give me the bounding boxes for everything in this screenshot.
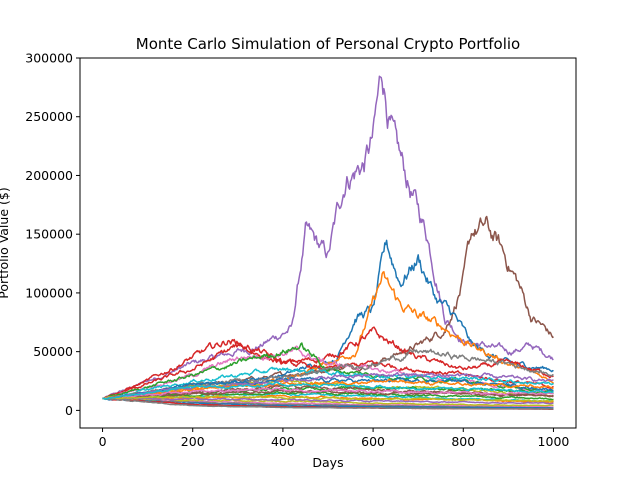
x-tick-label: 600 bbox=[361, 434, 385, 449]
plot-frame bbox=[79, 57, 577, 429]
x-axis-label: Days bbox=[312, 455, 343, 470]
x-axis-ticks: 0 200 400 600 800 1000 bbox=[99, 428, 570, 449]
y-tick-label: 250000 bbox=[25, 109, 73, 124]
series-line bbox=[102, 381, 554, 401]
series-line bbox=[102, 397, 554, 410]
chart-title: Monte Carlo Simulation of Personal Crypt… bbox=[136, 35, 520, 53]
series-line bbox=[102, 394, 554, 402]
series-line bbox=[102, 378, 554, 400]
series-line bbox=[102, 75, 554, 400]
y-tick-label: 50000 bbox=[33, 344, 73, 359]
y-tick-label: 300000 bbox=[25, 51, 73, 66]
series-line bbox=[102, 387, 554, 400]
y-tick-label: 0 bbox=[65, 403, 73, 418]
x-tick-label: 200 bbox=[181, 434, 205, 449]
x-tick-label: 1000 bbox=[538, 434, 570, 449]
series-line bbox=[102, 376, 554, 400]
x-tick-label: 400 bbox=[271, 434, 295, 449]
y-axis-label: Portfolio Value ($) bbox=[0, 187, 11, 298]
x-tick-label: 0 bbox=[99, 434, 107, 449]
y-tick-label: 150000 bbox=[25, 227, 73, 242]
series-line bbox=[102, 326, 554, 400]
series-lines bbox=[102, 75, 555, 410]
x-tick-label: 800 bbox=[451, 434, 475, 449]
series-line bbox=[102, 371, 554, 400]
series-line bbox=[102, 397, 554, 408]
y-tick-label: 200000 bbox=[25, 168, 73, 183]
series-line bbox=[102, 397, 554, 405]
y-axis-ticks: 0 50000 100000 150000 200000 250000 300000 bbox=[25, 51, 80, 418]
y-tick-label: 100000 bbox=[25, 285, 73, 300]
